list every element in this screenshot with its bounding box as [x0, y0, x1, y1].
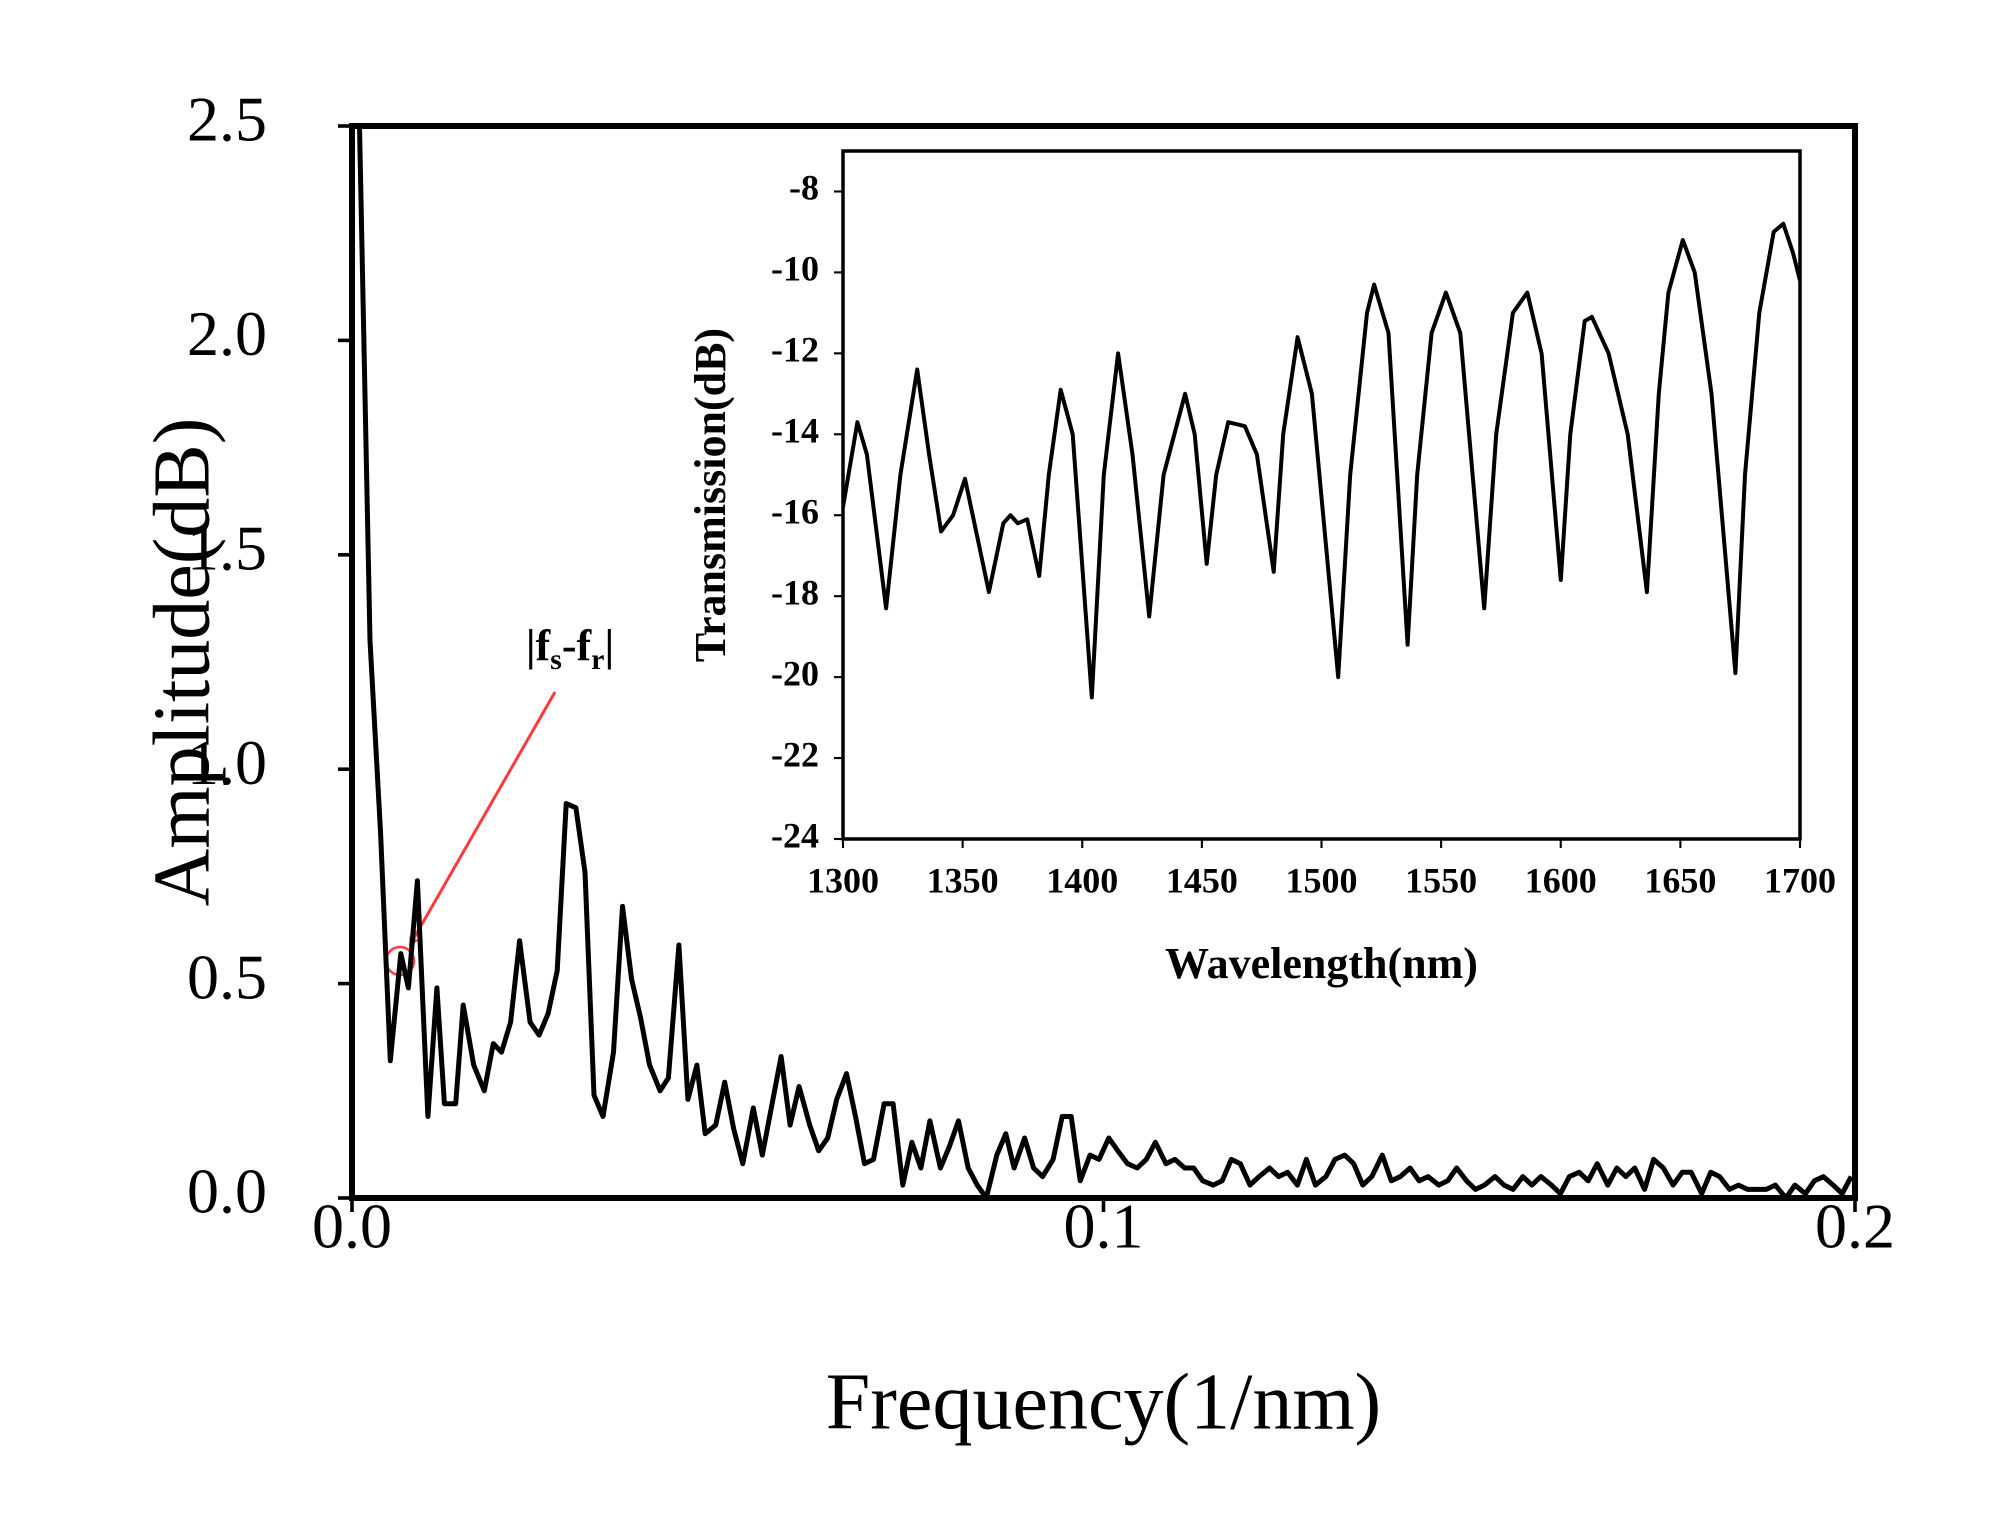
y-tick-label: -18: [771, 572, 819, 612]
x-tick-label: 1700: [1764, 860, 1836, 900]
x-tick-label: 1550: [1405, 860, 1477, 900]
y-tick-label: -22: [771, 734, 819, 774]
y-tick-label: -14: [771, 411, 819, 451]
x-tick-label: 1500: [1286, 860, 1358, 900]
data-line: [357, 126, 1854, 1198]
x-axis-title: Wavelength(nm): [1165, 939, 1478, 988]
annotation-part: |: [604, 621, 614, 670]
y-tick-label: -20: [771, 653, 819, 693]
y-tick-label: 0.0: [187, 1156, 267, 1227]
annotation: |fs-fr|: [526, 621, 614, 676]
x-tick-label: 0.0: [312, 1191, 392, 1262]
data-line: [843, 221, 1800, 700]
y-tick-label: 2.5: [187, 84, 267, 155]
x-tick-label: 0.2: [1815, 1191, 1895, 1262]
y-tick-label: -12: [771, 330, 819, 370]
inset-plot: 1300 1350 1400 1450 1500 1550 1600 1650 1700 -24 -…: [686, 149, 1836, 988]
y-axis-title: Amplitude(dB): [138, 418, 226, 907]
y-tick-label: 1.0: [187, 727, 267, 798]
x-tick-label: 1400: [1046, 860, 1118, 900]
y-tick-label: -8: [789, 168, 819, 208]
annotation-part: |f: [526, 621, 552, 670]
x-tick-label: 1350: [927, 860, 999, 900]
y-axis-title: Transmission(dB): [686, 328, 735, 662]
annotation-part: -f: [562, 621, 593, 670]
annotation-arrow: [408, 691, 557, 947]
x-tick-label: 0.1: [1064, 1191, 1144, 1262]
y-tick-label: -10: [771, 249, 819, 289]
main-plot: 0.0 0.1 0.2 0.0 0.5 1.0 1.5 2.0 2.5 Frequency(1/n…: [138, 84, 1895, 1447]
y-tick-label: 1.5: [187, 512, 267, 583]
x-tick-label: 1300: [807, 860, 879, 900]
annotation-subscript: r: [591, 643, 604, 676]
y-tick-label: 0.5: [187, 941, 267, 1012]
x-tick-label: 1450: [1166, 860, 1238, 900]
annotation-subscript: s: [550, 643, 562, 676]
y-tick-label: -24: [771, 815, 819, 855]
y-tick-label: -16: [771, 492, 819, 532]
x-tick-label: 1600: [1525, 860, 1597, 900]
x-tick-label: 1650: [1644, 860, 1716, 900]
y-tick-label: 2.0: [187, 298, 267, 369]
x-axis-title: Frequency(1/nm): [826, 1358, 1381, 1446]
